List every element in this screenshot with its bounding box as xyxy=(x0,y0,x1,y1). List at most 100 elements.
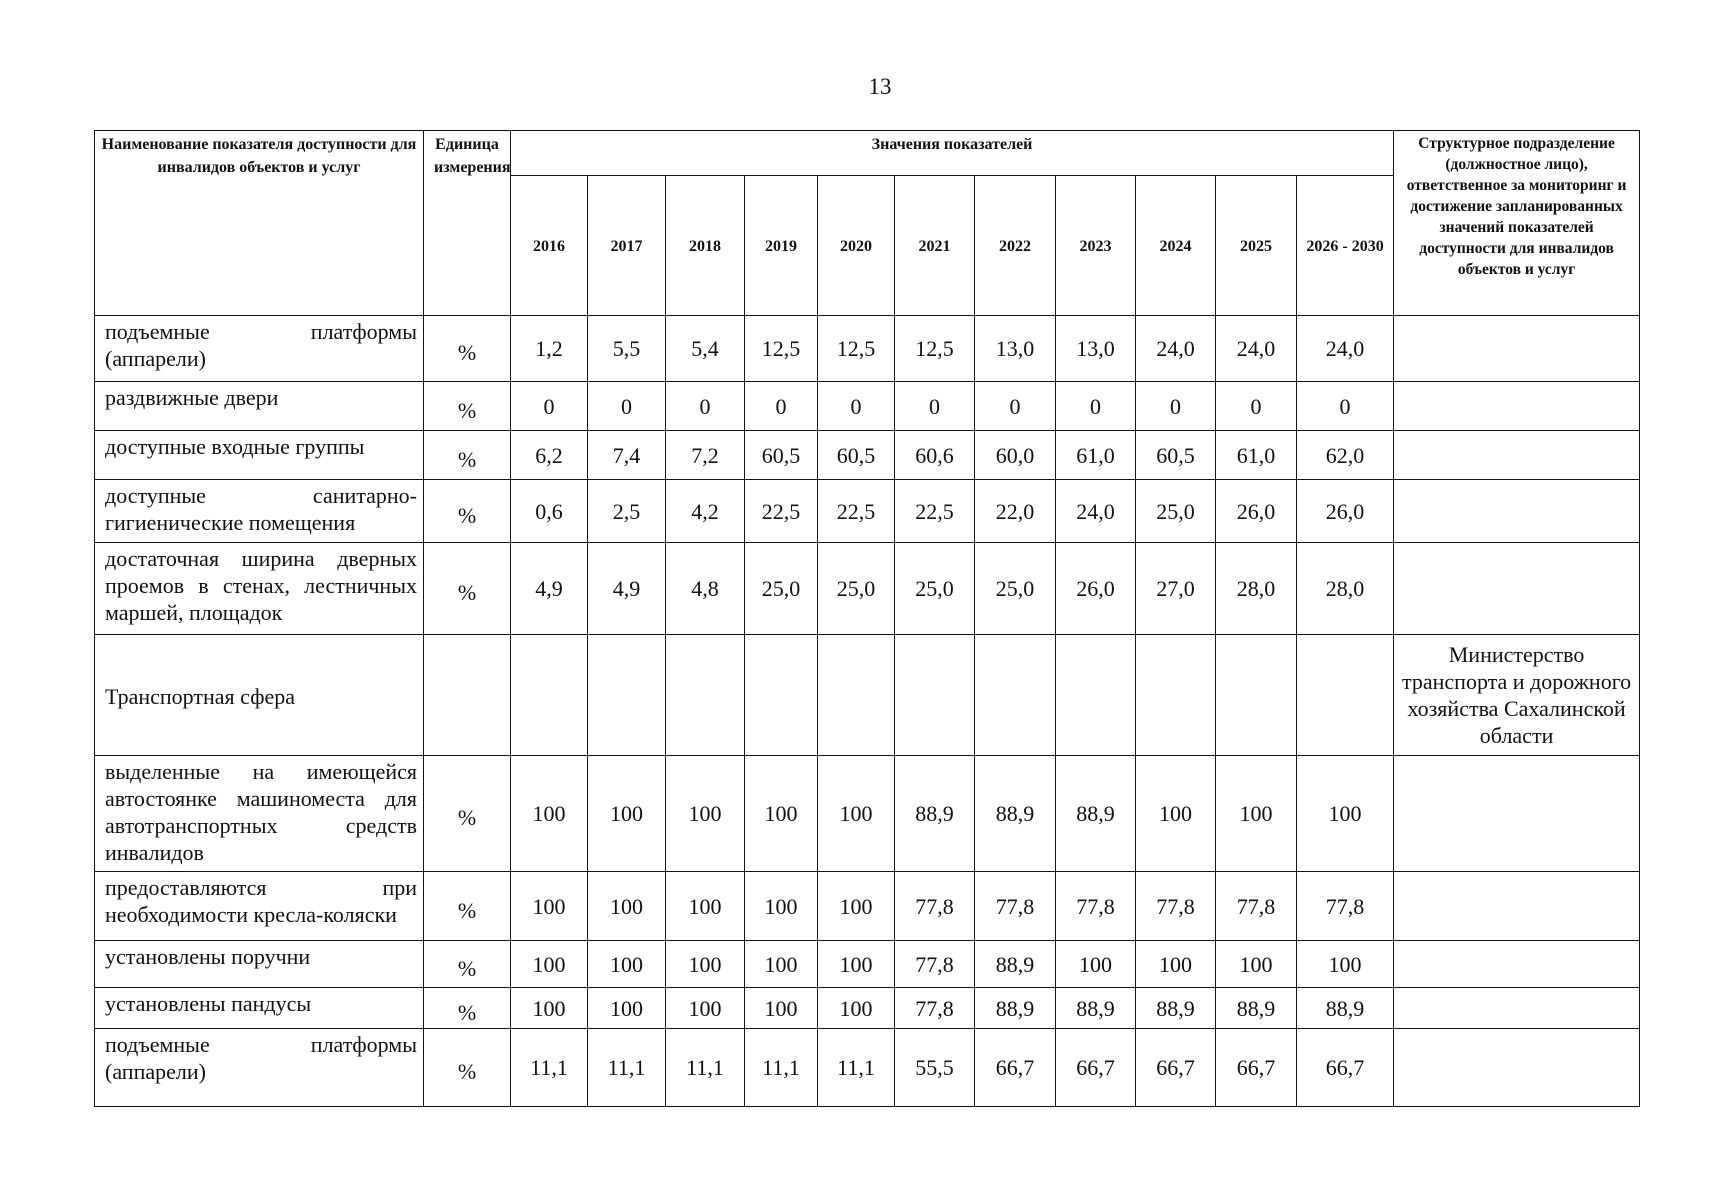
table-row: Транспортная сфера Министерство транспорт… xyxy=(94,634,1641,756)
responsible-cell xyxy=(1393,871,1641,941)
value-cell: 13,0 xyxy=(974,315,1056,382)
value-cell: 100 xyxy=(817,940,895,988)
value-cell: 77,8 xyxy=(894,871,975,941)
value-cell: 100 xyxy=(665,871,745,941)
unit-cell: % xyxy=(423,1028,511,1107)
value-cell: 11,1 xyxy=(744,1028,818,1107)
value-cell: 88,9 xyxy=(1295,987,1395,1029)
value-cell: 100 xyxy=(1295,755,1395,872)
value-cell: 28,0 xyxy=(1215,542,1297,635)
indicator-name: подъемные платформы (аппарели) xyxy=(94,1028,424,1107)
value-cell: 11,1 xyxy=(817,1028,895,1107)
value-cell: 5,4 xyxy=(665,315,745,382)
value-cell: 77,8 xyxy=(1055,871,1136,941)
indicator-name: выделенные на имеющейся автостоянке маши… xyxy=(94,755,424,872)
header-year: 2022 xyxy=(974,175,1056,316)
value-cell: 0 xyxy=(665,381,745,431)
value-cell: 100 xyxy=(510,940,588,988)
value-cell: 4,9 xyxy=(587,542,666,635)
value-cell: 0 xyxy=(1295,381,1395,431)
value-cell: 12,5 xyxy=(817,315,895,382)
unit-cell: % xyxy=(423,755,511,872)
responsible-cell xyxy=(1393,1028,1641,1107)
unit-cell: % xyxy=(423,940,511,988)
value-cell: 100 xyxy=(817,987,895,1029)
indicator-name: достаточная ширина дверных проемов в сте… xyxy=(94,542,424,635)
header-year: 2016 xyxy=(510,175,588,316)
unit-cell: % xyxy=(423,871,511,941)
value-cell: 100 xyxy=(744,871,818,941)
value-cell: 7,2 xyxy=(665,430,745,480)
header-responsible: Структурное подразделение (должностное л… xyxy=(1393,130,1641,316)
header-year: 2018 xyxy=(665,175,745,316)
header-unit: Единица измерения xyxy=(423,130,511,316)
table-row: подъемные платформы (аппарели)% 11,1 11,1 1… xyxy=(94,1028,1641,1107)
table-row: выделенные на имеющейся автостоянке маши… xyxy=(94,755,1641,872)
value-cell: 4,2 xyxy=(665,479,745,543)
value-cell: 100 xyxy=(744,940,818,988)
header-year: 2021 xyxy=(894,175,975,316)
value-cell xyxy=(744,634,818,756)
value-cell xyxy=(1295,634,1395,756)
value-cell: 25,0 xyxy=(1135,479,1216,543)
value-cell: 100 xyxy=(665,940,745,988)
responsible-cell xyxy=(1393,430,1641,480)
header-year: 2017 xyxy=(587,175,666,316)
value-cell: 12,5 xyxy=(894,315,975,382)
value-cell: 11,1 xyxy=(587,1028,666,1107)
unit-cell: % xyxy=(423,381,511,431)
header-year: 2026 - 2030 xyxy=(1295,175,1395,316)
value-cell: 77,8 xyxy=(894,940,975,988)
value-cell: 26,0 xyxy=(1055,542,1136,635)
value-cell: 0 xyxy=(1215,381,1297,431)
value-cell: 100 xyxy=(744,987,818,1029)
value-cell: 12,5 xyxy=(744,315,818,382)
value-cell: 100 xyxy=(817,871,895,941)
header-name: Наименование показателя доступности для … xyxy=(94,130,424,316)
indicator-name: доступные входные группы xyxy=(94,430,424,480)
value-cell: 0 xyxy=(744,381,818,431)
value-cell: 5,5 xyxy=(587,315,666,382)
value-cell: 100 xyxy=(510,871,588,941)
value-cell: 100 xyxy=(1295,940,1395,988)
value-cell: 88,9 xyxy=(974,940,1056,988)
value-cell: 27,0 xyxy=(1135,542,1216,635)
value-cell: 6,2 xyxy=(510,430,588,480)
value-cell: 66,7 xyxy=(974,1028,1056,1107)
value-cell xyxy=(817,634,895,756)
table-row: подъемные платформы (аппарели)% 1,2 5,5 5,4… xyxy=(94,315,1641,382)
value-cell: 100 xyxy=(587,940,666,988)
value-cell: 66,7 xyxy=(1215,1028,1297,1107)
value-cell: 100 xyxy=(587,987,666,1029)
value-cell: 24,0 xyxy=(1135,315,1216,382)
value-cell: 88,9 xyxy=(1215,987,1297,1029)
value-cell: 100 xyxy=(665,987,745,1029)
value-cell: 13,0 xyxy=(1055,315,1136,382)
value-cell: 77,8 xyxy=(1295,871,1395,941)
value-cell: 22,5 xyxy=(894,479,975,543)
value-cell: 60,6 xyxy=(894,430,975,480)
value-cell: 11,1 xyxy=(510,1028,588,1107)
value-cell: 0 xyxy=(1055,381,1136,431)
value-cell: 25,0 xyxy=(974,542,1056,635)
value-cell: 100 xyxy=(587,755,666,872)
responsible-cell: Министерство транспорта и дорожного хозя… xyxy=(1393,634,1641,756)
header-year: 2025 xyxy=(1215,175,1297,316)
value-cell: 28,0 xyxy=(1295,542,1395,635)
value-cell: 61,0 xyxy=(1055,430,1136,480)
header-values-group: Значения показателей xyxy=(509,130,1395,176)
value-cell: 100 xyxy=(1135,755,1216,872)
unit-cell: % xyxy=(423,315,511,382)
value-cell: 100 xyxy=(1055,940,1136,988)
page-number: 13 xyxy=(868,74,892,99)
indicator-name: установлены пандусы xyxy=(94,987,424,1029)
value-cell: 25,0 xyxy=(817,542,895,635)
indicator-name: Транспортная сфера xyxy=(94,634,424,756)
table-row: достаточная ширина дверных проемов в сте… xyxy=(94,542,1641,635)
responsible-cell xyxy=(1393,987,1641,1029)
value-cell xyxy=(587,634,666,756)
value-cell: 0 xyxy=(510,381,588,431)
indicator-name: доступные санитарно-гигиенические помеще… xyxy=(94,479,424,543)
value-cell: 100 xyxy=(510,987,588,1029)
indicator-name: предоставляются при необходимости кресла… xyxy=(94,871,424,941)
